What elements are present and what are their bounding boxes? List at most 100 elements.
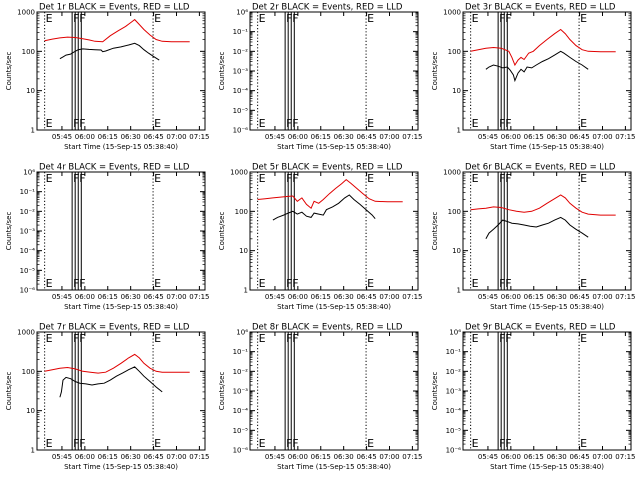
y-axis-label: Counts/sec bbox=[431, 52, 439, 91]
y-tick-label: 10⁶ bbox=[23, 169, 35, 177]
x-axis-label: Start Time (15-Sep-15 05:38:40) bbox=[64, 463, 178, 471]
marker-label-bottom: E bbox=[259, 437, 266, 450]
marker-label-bottom: F bbox=[499, 437, 505, 450]
marker-label-top: E bbox=[46, 332, 53, 345]
marker-label-top: E bbox=[367, 332, 374, 345]
marker-label-bottom: E bbox=[259, 277, 266, 290]
marker-label-bottom: F bbox=[292, 117, 298, 130]
x-tick-label: 05:45 bbox=[52, 293, 72, 301]
events-series-line bbox=[59, 366, 163, 398]
panel-title: Det 6r BLACK = Events, RED = LLD bbox=[465, 163, 616, 173]
x-tick-label: 05:45 bbox=[265, 453, 285, 461]
marker-label-bottom: F bbox=[286, 437, 292, 450]
panel-title: Det 8r BLACK = Events, RED = LLD bbox=[252, 323, 403, 333]
y-tick-label: 1000 bbox=[17, 329, 35, 337]
plot-frame bbox=[249, 11, 419, 131]
y-tick-label: 1000 bbox=[443, 9, 461, 17]
marker-label-top: F bbox=[292, 332, 298, 345]
marker-label-bottom: E bbox=[46, 117, 53, 130]
panel-title: Det 2r BLACK = Events, RED = LLD bbox=[252, 3, 403, 13]
marker-label-top: E bbox=[367, 172, 374, 185]
x-tick-label: 07:15 bbox=[402, 453, 422, 461]
marker-label-top: F bbox=[499, 172, 505, 185]
y-tick-label: 1 bbox=[457, 287, 461, 295]
x-tick-label: 06:00 bbox=[501, 133, 521, 141]
x-tick-label: 06:00 bbox=[501, 453, 521, 461]
marker-label-top: E bbox=[580, 332, 587, 345]
y-tick-label: 10⁻³ bbox=[233, 68, 249, 76]
marker-label-bottom: E bbox=[472, 437, 479, 450]
y-tick-label: 10⁻¹ bbox=[20, 188, 36, 196]
panel-title: Det 7r BLACK = Events, RED = LLD bbox=[39, 323, 190, 333]
marker-label-bottom: F bbox=[73, 117, 79, 130]
x-tick-label: 06:00 bbox=[288, 133, 308, 141]
y-tick-label: 10⁻⁵ bbox=[20, 267, 36, 275]
marker-label-bottom: E bbox=[46, 277, 53, 290]
marker-label-bottom: E bbox=[154, 117, 161, 130]
x-tick-label: 07:15 bbox=[402, 133, 422, 141]
marker-label-bottom: E bbox=[367, 437, 374, 450]
chart-panel: Det 1r BLACK = Events, RED = LLD Counts/s… bbox=[5, 3, 209, 152]
y-tick-label: 10⁻⁴ bbox=[233, 407, 249, 415]
x-tick-label: 06:00 bbox=[288, 293, 308, 301]
x-tick-label: 05:45 bbox=[478, 293, 498, 301]
y-tick-label: 10⁻⁶ bbox=[20, 287, 36, 295]
x-tick-label: 07:00 bbox=[166, 453, 186, 461]
x-tick-label: 06:30 bbox=[334, 293, 354, 301]
y-tick-label: 10⁻³ bbox=[20, 228, 36, 236]
marker-label-top: F bbox=[73, 332, 79, 345]
y-tick-label: 10⁻² bbox=[20, 208, 36, 216]
marker-label-bottom: F bbox=[73, 437, 79, 450]
x-tick-label: 06:30 bbox=[547, 453, 567, 461]
chart-panel: Det 7r BLACK = Events, RED = LLD Counts/s… bbox=[5, 323, 209, 472]
plot-frame bbox=[249, 331, 419, 451]
x-tick-label: 06:00 bbox=[501, 293, 521, 301]
y-axis-label: Counts/sec bbox=[218, 372, 226, 411]
marker-label-top: F bbox=[505, 12, 511, 25]
x-axis-label: Start Time (15-Sep-15 05:38:40) bbox=[64, 303, 178, 311]
chart-panel: Det 2r BLACK = Events, RED = LLD Counts/s… bbox=[218, 3, 422, 152]
x-tick-label: 06:45 bbox=[356, 453, 376, 461]
y-tick-label: 10⁻⁴ bbox=[20, 247, 36, 255]
events-series-line bbox=[59, 42, 160, 61]
y-tick-label: 10⁻¹ bbox=[233, 28, 249, 36]
marker-label-top: E bbox=[46, 12, 53, 25]
marker-label-top: F bbox=[73, 12, 79, 25]
panel-title: Det 4r BLACK = Events, RED = LLD bbox=[39, 163, 190, 173]
x-tick-label: 06:15 bbox=[524, 453, 544, 461]
x-tick-label: 06:45 bbox=[143, 133, 163, 141]
marker-label-top: E bbox=[580, 12, 587, 25]
x-tick-label: 06:30 bbox=[334, 453, 354, 461]
x-tick-label: 06:15 bbox=[311, 293, 331, 301]
x-tick-label: 07:15 bbox=[615, 293, 635, 301]
x-tick-label: 06:15 bbox=[311, 133, 331, 141]
y-tick-label: 10 bbox=[26, 407, 35, 415]
x-axis-label: Start Time (15-Sep-15 05:38:40) bbox=[64, 143, 178, 151]
marker-label-top: F bbox=[286, 332, 292, 345]
x-tick-label: 07:15 bbox=[615, 133, 635, 141]
marker-label-top: F bbox=[499, 12, 505, 25]
y-tick-label: 1 bbox=[457, 127, 461, 135]
marker-label-bottom: E bbox=[154, 277, 161, 290]
y-tick-label: 1 bbox=[244, 287, 248, 295]
x-tick-label: 06:45 bbox=[143, 453, 163, 461]
marker-label-bottom: E bbox=[472, 277, 479, 290]
plot-frame bbox=[462, 331, 632, 451]
marker-label-bottom: F bbox=[292, 277, 298, 290]
marker-label-top: F bbox=[286, 12, 292, 25]
x-tick-label: 06:30 bbox=[547, 293, 567, 301]
x-tick-label: 05:45 bbox=[478, 453, 498, 461]
y-tick-label: 1000 bbox=[17, 9, 35, 17]
y-tick-label: 10⁻² bbox=[233, 48, 249, 56]
y-tick-label: 10⁻⁶ bbox=[446, 447, 462, 455]
marker-label-top: F bbox=[499, 332, 505, 345]
marker-label-bottom: E bbox=[472, 117, 479, 130]
marker-label-bottom: E bbox=[367, 117, 374, 130]
x-tick-label: 06:30 bbox=[121, 293, 141, 301]
y-tick-label: 1 bbox=[31, 127, 35, 135]
marker-label-top: E bbox=[259, 332, 266, 345]
lld-series-line bbox=[44, 353, 190, 374]
y-axis-label: Counts/sec bbox=[5, 52, 13, 91]
marker-label-top: F bbox=[79, 12, 85, 25]
y-axis-label: Counts/sec bbox=[218, 52, 226, 91]
